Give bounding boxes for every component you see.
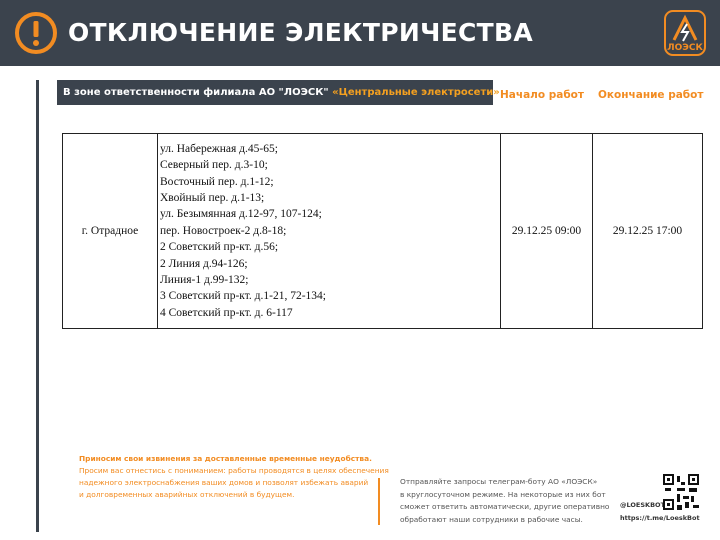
address-line: 4 Советский пр-кт. д. 6-117 [160, 306, 293, 319]
request-text: Просим вас отнестись с пониманием: работ… [79, 465, 389, 501]
warning-icon [15, 12, 57, 54]
address-line: Линия-1 д.99-132; [160, 274, 249, 287]
column-header: Начало работ [500, 89, 584, 101]
side-line [36, 80, 39, 532]
bot-info-line: в круглосуточном режиме. На некоторые из… [400, 489, 606, 499]
start-cell: 29.12.25 09:00 [500, 133, 593, 329]
bot-info-line: сможет ответить автоматически, другие оп… [400, 502, 610, 511]
request-line: Просим вас отнестись с пониманием: работ… [79, 466, 389, 475]
address-line: ул. Безымянная д.12-97, 107-124; [160, 208, 322, 221]
outage-table: г. Отрадное ул. Набережная д.45-65; Север… [62, 133, 703, 329]
zone-branch: «Центральные электросети» [332, 87, 500, 98]
address-line: Хвойный пер. д.1-13; [160, 191, 265, 204]
address-line: Северный пер. д.3-10; [160, 159, 268, 172]
header-bar [0, 0, 720, 66]
zone-text: В зоне ответственности филиала АО "ЛОЭСК… [63, 87, 329, 98]
request-line: надежного электроснабжения ваших домов и… [79, 478, 369, 487]
end-cell: 29.12.25 17:00 [592, 133, 703, 329]
bot-handle: @LOESKBOT [620, 501, 666, 509]
bot-link[interactable]: https://t.me/LoeskBot [620, 514, 700, 522]
address-line: 2 Советский пр-кт. д.56; [160, 241, 279, 254]
bot-info-line: Отправляйте запросы телеграм-боту АО «ЛО… [400, 477, 598, 486]
column-header: Окончание работ [598, 89, 704, 101]
address-line: 2 Линия д.94-126; [160, 257, 248, 270]
bot-info-line: обработают наши сотрудники в рабочие час… [400, 514, 583, 524]
qr-code [663, 474, 699, 510]
address-line: пер. Новостроек-2 д.8-18; [160, 224, 287, 237]
zone-banner: В зоне ответственности филиала АО "ЛОЭСК… [57, 80, 500, 105]
address-line: 3 Советский пр-кт. д.1-21, 72-134; [160, 290, 326, 303]
logo-icon [664, 10, 706, 56]
request-line: и долговременных аварийных отключений в … [79, 490, 295, 499]
logo-text: ЛОЭСК [667, 43, 703, 53]
page-title: ОТКЛЮЧЕНИЕ ЭЛЕКТРИЧЕСТВА [68, 18, 533, 47]
bot-info: Отправляйте запросы телеграм-боту АО «ЛО… [400, 476, 609, 526]
address-cell: ул. Набережная д.45-65; Северный пер. д.3… [157, 133, 501, 329]
address-line: ул. Набережная д.45-65; [160, 142, 278, 155]
locality-cell: г. Отрадное [62, 133, 158, 329]
apology-text: Приносим свои извинения за доставленные … [79, 454, 372, 463]
address-line: Восточный пер. д.1-12; [160, 175, 274, 188]
divider [378, 478, 380, 525]
table-row: г. Отрадное ул. Набережная д.45-65; Север… [62, 133, 703, 329]
